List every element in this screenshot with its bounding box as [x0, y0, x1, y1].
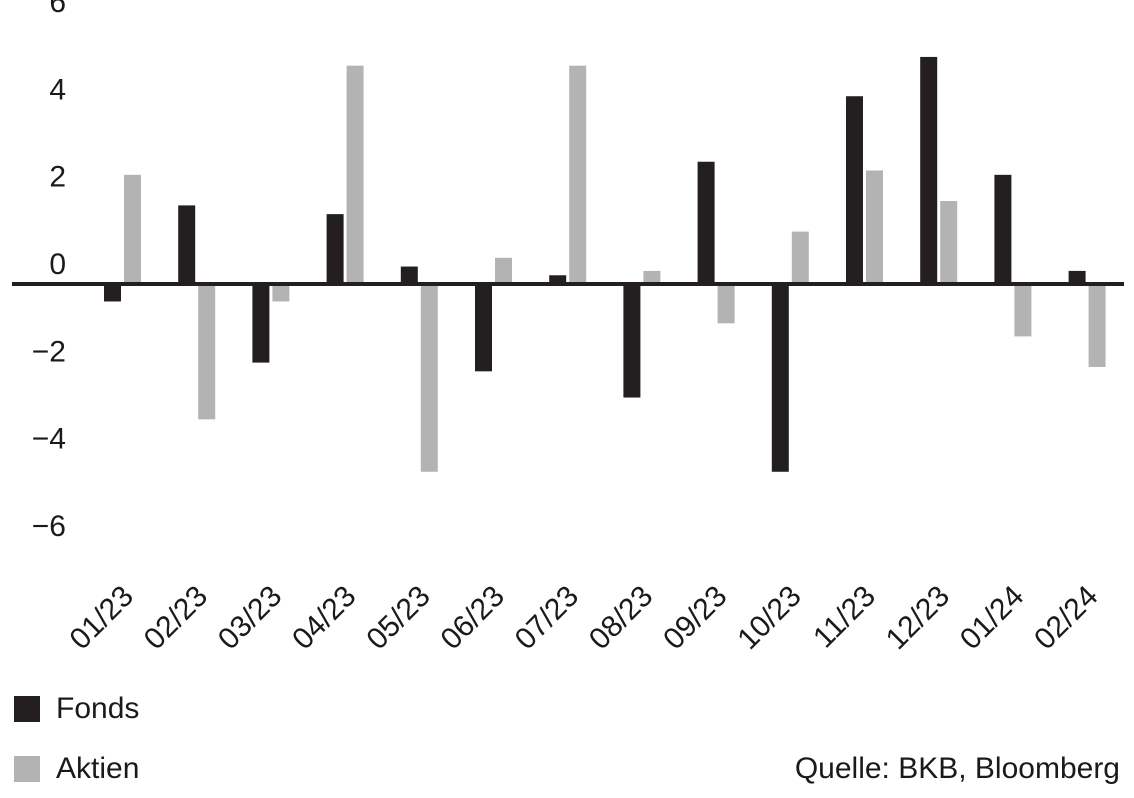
y-tick-label: −2 [32, 335, 66, 368]
bar-fonds-06-23 [475, 284, 492, 372]
x-tick-label: 09/23 [657, 580, 733, 656]
y-axis-ticks: 6 4 2 0 −2 −4 −6 [32, 0, 66, 543]
x-tick-label: 10/23 [731, 580, 807, 656]
legend-item-fonds: Fonds [14, 692, 139, 726]
bar-fonds-09-23 [697, 161, 715, 284]
legend-label-fonds: Fonds [56, 692, 140, 725]
x-tick-label: 12/23 [880, 580, 956, 656]
bar-aktien-03-23 [272, 284, 290, 302]
x-tick-label: 01/24 [954, 580, 1030, 656]
bar-aktien-02-24 [1088, 284, 1106, 367]
x-tick-label: 05/23 [360, 580, 436, 656]
y-tick-label: 4 [49, 73, 66, 106]
legend-swatch-fonds [14, 696, 40, 722]
bar-fonds-08-23 [623, 284, 641, 398]
bar-fonds-10-23 [771, 284, 789, 472]
bar-fonds-07-23 [549, 275, 567, 284]
bar-aktien-05-23 [420, 284, 438, 472]
bar-aktien-01-24 [1014, 284, 1032, 337]
source-note: Quelle: BKB, Bloomberg [794, 752, 1120, 785]
bar-aktien-04-23 [346, 65, 364, 285]
x-tick-label: 08/23 [583, 580, 659, 656]
x-tick-label: 02/23 [138, 580, 214, 656]
y-tick-label: −4 [32, 423, 66, 456]
bar-fonds-02-24 [1068, 270, 1086, 284]
bar-aktien-07-23 [569, 65, 587, 285]
x-tick-label: 06/23 [435, 580, 511, 656]
x-tick-label: 03/23 [212, 580, 288, 656]
bar-aktien-08-23 [643, 270, 661, 284]
bar-fonds-01-23 [104, 284, 121, 302]
bar-aktien-06-23 [495, 257, 512, 284]
x-tick-label: 04/23 [286, 580, 362, 656]
x-tick-label: 11/23 [807, 580, 882, 655]
bar-aktien-02-23 [198, 284, 216, 420]
bar-fonds-05-23 [400, 266, 418, 284]
bar-fonds-03-23 [252, 284, 270, 363]
bar-aktien-11-23 [866, 170, 883, 284]
legend-label-aktien: Aktien [56, 752, 140, 785]
x-tick-label: 01/23 [64, 580, 140, 656]
legend-swatch-aktien [14, 756, 40, 782]
bar-fonds-02-23 [178, 205, 196, 284]
bar-aktien-09-23 [717, 284, 735, 324]
y-tick-label: −6 [32, 510, 66, 543]
bar-chart: 6 4 2 0 −2 −4 −6 01/2302/2303/2304/2305/2306/2… [12, 0, 1124, 656]
x-axis-ticks: 01/2302/2303/2304/2305/2306/2307/2308/23… [64, 580, 1105, 656]
bar-aktien-10-23 [791, 231, 809, 284]
x-tick-label: 02/24 [1028, 580, 1104, 656]
bar-fonds-04-23 [326, 214, 344, 284]
bar-aktien-01-23 [124, 174, 141, 284]
bars [104, 56, 1106, 472]
legend-item-aktien: Aktien [14, 752, 139, 786]
y-tick-label: 6 [49, 0, 66, 19]
y-tick-label: 2 [49, 161, 66, 194]
x-tick-label: 07/23 [509, 580, 585, 656]
bar-fonds-11-23 [846, 96, 863, 284]
bar-fonds-01-24 [994, 174, 1012, 284]
y-tick-label: 0 [49, 248, 66, 281]
bar-aktien-12-23 [940, 201, 958, 284]
bar-fonds-12-23 [920, 56, 938, 284]
